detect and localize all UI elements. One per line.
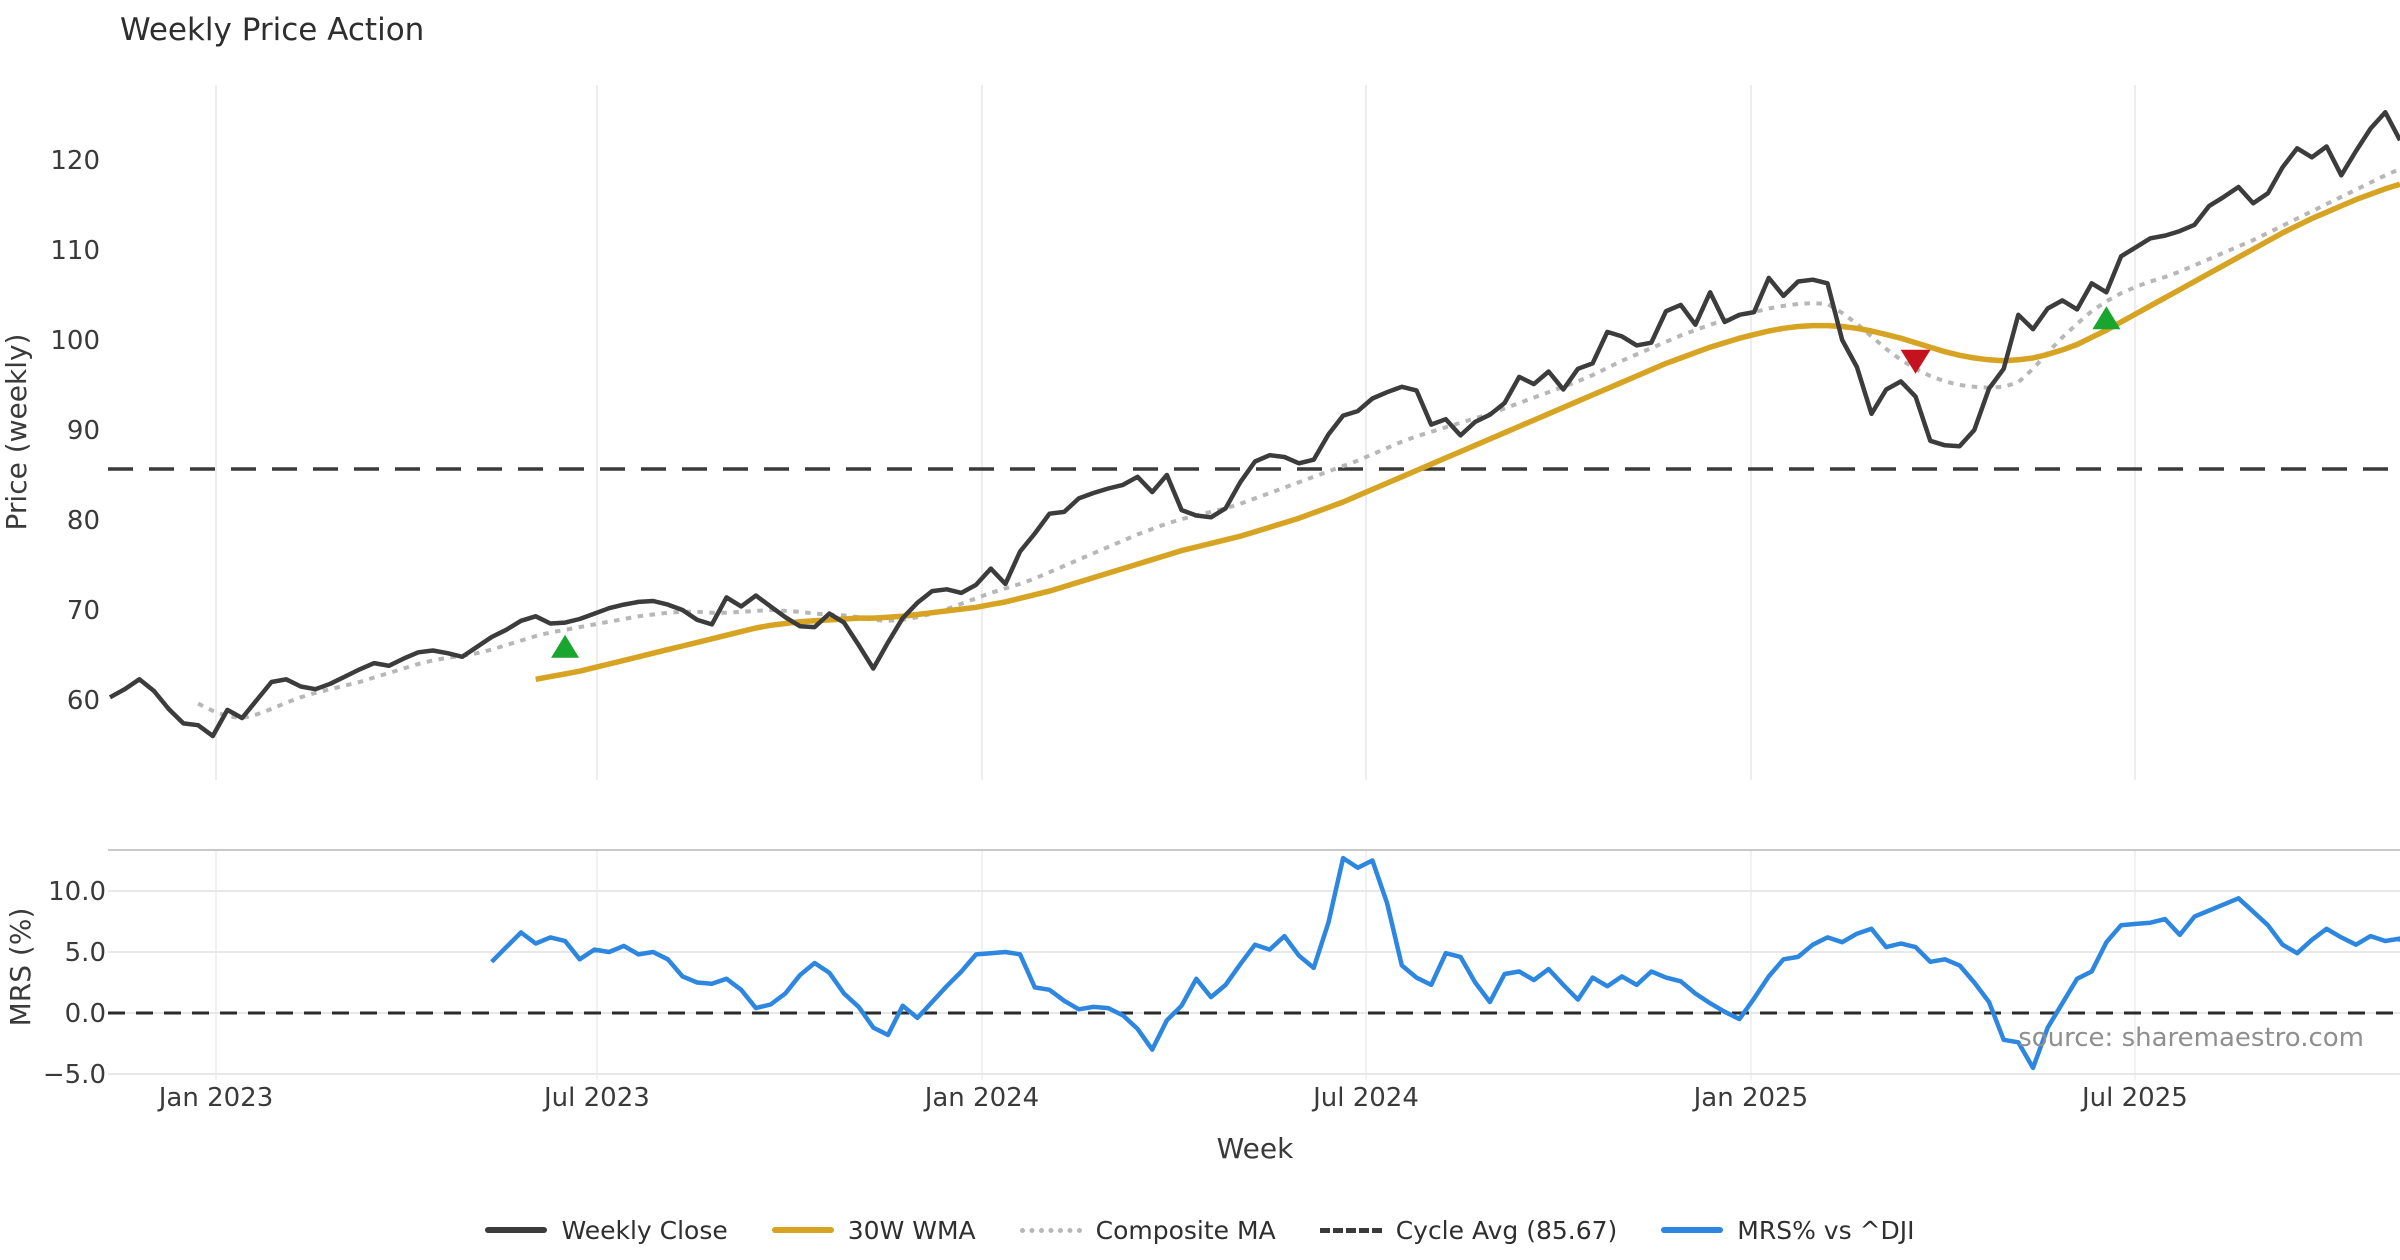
price-ytick-label: 80 xyxy=(67,506,100,536)
price-ytick-label: 100 xyxy=(50,326,100,356)
legend-item: Cycle Avg (85.67) xyxy=(1319,1215,1618,1245)
x-tick-label: Jul 2023 xyxy=(542,1083,650,1113)
legend-item: Weekly Close xyxy=(485,1215,728,1245)
legend-item: 30W WMA xyxy=(771,1215,976,1245)
mrs-ytick-label: 5.0 xyxy=(65,938,106,968)
legend-label: Cycle Avg (85.67) xyxy=(1395,1215,1618,1245)
legend-swatch-solid xyxy=(485,1227,548,1233)
legend-swatch-dashed xyxy=(1319,1227,1382,1233)
price-ytick-label: 70 xyxy=(67,596,100,626)
mrs-axis-label: MRS (%) xyxy=(4,908,37,1027)
mrs-ytick-label: 0.0 xyxy=(65,999,106,1029)
price-axis-label: Price (weekly) xyxy=(0,334,33,531)
signal-markers xyxy=(551,306,2121,658)
series-mrs xyxy=(490,855,2400,1071)
x-tick-label: Jan 2024 xyxy=(923,1083,1040,1113)
series-weekly-close xyxy=(108,110,2400,739)
mrs-ytick-label: −5.0 xyxy=(43,1060,106,1090)
legend-swatch-dotted xyxy=(1019,1227,1082,1233)
mrs-ytick-label: 10.0 xyxy=(48,877,106,907)
x-tick-label: Jan 2023 xyxy=(157,1083,274,1113)
legend-item: MRS% vs ^DJI xyxy=(1661,1215,1915,1245)
sell-signal-marker xyxy=(1900,349,1931,374)
legend-label: Composite MA xyxy=(1095,1215,1276,1245)
x-tick-label: Jan 2025 xyxy=(1692,1083,1809,1113)
tick-labels: 60 70 80 90 100 110 120 10.0 5.0 0.0 −5.0 Jan 2023 J… xyxy=(43,146,2188,1113)
source-watermark: source: sharemaestro.com xyxy=(2018,1023,2364,1053)
price-ytick-label: 60 xyxy=(67,686,100,716)
chart-title: Weekly Price Action xyxy=(120,12,424,48)
series-30w-wma xyxy=(535,181,2400,683)
legend-item: Composite MA xyxy=(1019,1215,1276,1245)
legend-label: Weekly Close xyxy=(561,1215,728,1245)
legend: Weekly Close 30W WMA Composite MA Cycle Avg… xyxy=(0,1204,2400,1256)
legend-swatch-solid xyxy=(771,1227,834,1233)
legend-swatch-solid xyxy=(1661,1227,1724,1233)
series-composite-ma xyxy=(197,167,2400,720)
price-ytick-label: 110 xyxy=(50,236,100,266)
price-ytick-label: 90 xyxy=(67,416,100,446)
x-axis-label: Week xyxy=(1217,1132,1294,1165)
buy-signal-marker xyxy=(551,634,580,658)
x-tick-label: Jul 2025 xyxy=(2080,1083,2188,1113)
price-ytick-label: 120 xyxy=(50,146,100,176)
gridlines xyxy=(108,85,2400,1080)
x-tick-label: Jul 2024 xyxy=(1311,1083,1419,1113)
series-lines xyxy=(108,110,2400,1071)
legend-label: MRS% vs ^DJI xyxy=(1737,1215,1915,1245)
legend-label: 30W WMA xyxy=(847,1215,976,1245)
reference-lines xyxy=(108,467,2400,1015)
buy-signal-marker xyxy=(2092,306,2121,330)
